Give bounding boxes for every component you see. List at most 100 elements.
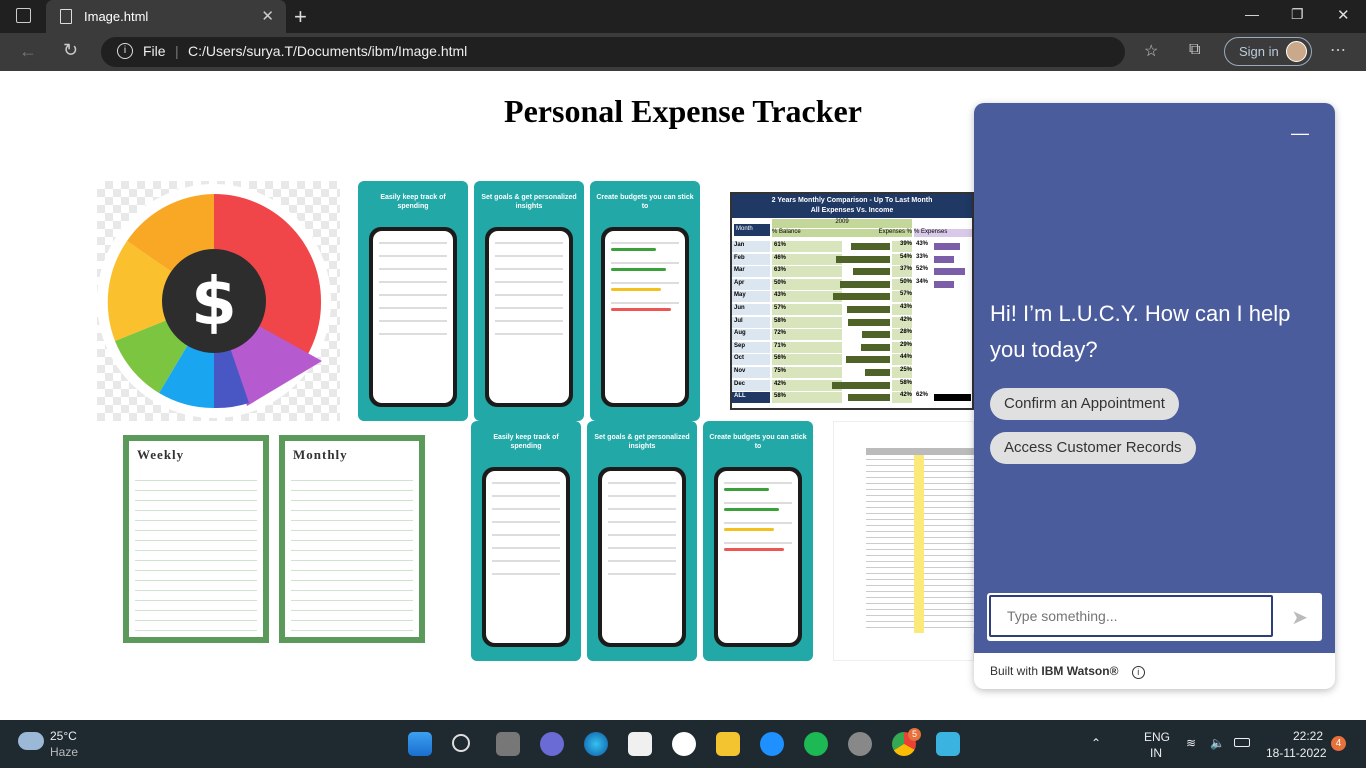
new-tab-button[interactable]: + [294,4,307,29]
sheet-col-expenses2: % Expenses [914,229,972,237]
row-month: Apr [732,278,770,290]
browser-tab[interactable]: Image.html ✕ [46,0,286,33]
card-caption: Set goals & get personalized insights [481,194,577,210]
row-balance: 43% [772,291,842,303]
minimize-window-button[interactable]: — [1245,6,1259,22]
sheet-row: Apr 50% 50% 34% [732,278,972,291]
app-screenshot-card: Create budgets you can stick to [590,181,700,421]
row-expenses: 39% [892,241,912,252]
row-expenses2 [916,380,972,391]
region[interactable]: IN [1150,746,1162,760]
battery-icon[interactable] [1234,738,1250,747]
volume-icon[interactable]: 🔈 [1210,736,1225,750]
row-balance: 58% [772,392,842,404]
row-month: May [732,291,770,303]
weather-desc[interactable]: Haze [50,745,79,759]
expense-budget-sheet-image [833,421,976,661]
sheet-row: Dec 42% 58% [732,379,972,392]
weather-icon[interactable] [18,732,44,750]
app-icon[interactable] [672,732,696,756]
collections-icon[interactable]: ⧉ [1189,41,1201,58]
expense-bar [836,255,890,263]
store-icon[interactable] [628,732,652,756]
chat-message-input[interactable] [989,595,1273,637]
chevron-up-icon[interactable]: ⌃ [1091,736,1102,750]
help-icon[interactable] [760,732,784,756]
task-view-icon[interactable] [496,732,520,756]
settings-icon[interactable] [848,732,872,756]
back-icon[interactable]: ← [19,41,37,61]
chat-icon[interactable] [540,732,564,756]
row-month: Nov [732,367,770,378]
sheet-title: 2 Years Monthly Comparison - Up To Last … [771,197,933,204]
sheet-col-month: Month [734,224,770,236]
sheet-row: Feb 46% 54% 33% [732,253,972,266]
app-screenshot-card: Set goals & get personalized insights [587,421,697,661]
lang[interactable]: ENG [1144,730,1171,744]
edge-icon[interactable] [584,732,608,756]
chat-input-area: ➤ [987,593,1322,641]
card-caption: Easily keep track of spending [380,194,446,210]
row-expenses2: 62% [916,392,929,399]
row-month: Mar [732,266,770,278]
row-expenses2 [916,329,972,340]
browser-titlebar: Image.html ✕ + — ❐ ✕ [0,0,1366,33]
expense-bar-2 [934,394,972,402]
restore-window-button[interactable]: ❐ [1291,6,1304,22]
footer-brand: IBM Watson® [1041,664,1119,678]
start-icon[interactable] [408,732,432,756]
search-icon[interactable] [452,734,470,752]
tab-title: Image.html [84,9,149,24]
refresh-icon[interactable]: ↻ [63,40,79,60]
row-expenses: 29% [892,341,912,353]
close-window-button[interactable]: ✕ [1337,7,1350,24]
phone-screen [718,471,798,643]
favorites-icon[interactable]: ☆ [1144,43,1159,60]
url-text[interactable]: C:/Users/surya.T/Documents/ibm/Image.htm… [188,43,468,59]
page-title: Personal Expense Tracker [504,93,862,129]
row-month: Dec [732,379,770,391]
minimize-chat-button[interactable]: — [1291,123,1309,143]
page-content: Personal Expense Tracker $ Easily keep t… [0,71,1366,720]
row-expenses: 50% [892,278,912,290]
row-balance: 71% [772,341,842,353]
more-icon[interactable]: ⋯ [1330,42,1346,59]
phone-screen [605,231,685,403]
sheet-row: ALL 58% 42% 62% [732,392,972,404]
wifi-icon[interactable]: ≋ [1186,736,1197,750]
row-balance: 75% [772,367,842,378]
confirm-appointment-button[interactable]: Confirm an Appointment [990,388,1179,420]
windows-taskbar: 25°C Haze 5 ⌃ ENG IN ≋ 🔈 22:22 18-11-202… [0,720,1366,768]
row-expenses2 [916,342,972,353]
notification-badge[interactable]: 4 [1331,736,1346,751]
expense-bar [847,306,890,313]
planner-title: Monthly [293,447,348,462]
expense-bar [853,268,890,276]
address-bar[interactable]: i File | C:/Users/surya.T/Documents/ibm/… [101,37,1125,67]
expense-bar [862,331,890,339]
svg-text:$: $ [191,263,237,340]
file-explorer-icon[interactable] [716,732,740,756]
chatbot-body: — Hi! I’m L.U.C.Y. How can I help you to… [974,103,1335,653]
app-screenshot-card: Easily keep track of spending [358,181,468,421]
sign-in-button[interactable]: Sign in [1224,37,1312,66]
row-expenses: 57% [892,291,912,303]
sign-in-label: Sign in [1239,44,1279,59]
weather-temp[interactable]: 25°C [50,729,77,743]
info-icon[interactable]: i [1131,666,1145,679]
close-tab-button[interactable]: ✕ [261,8,274,25]
clock-time[interactable]: 22:22 [1293,729,1324,743]
sheet-header: 2 Years Monthly Comparison - Up To Last … [732,194,972,218]
spotify-icon[interactable] [804,732,828,756]
access-customer-records-button[interactable]: Access Customer Records [990,432,1196,464]
notepad-icon[interactable] [936,732,960,756]
page-icon [60,9,72,24]
phone-screen [489,231,569,403]
tab-actions-icon[interactable] [16,8,31,23]
sheet-col-expenses: Expenses % [842,229,912,237]
clock-date[interactable]: 18-11-2022 [1266,746,1327,760]
phone-screen [602,471,682,643]
send-icon[interactable]: ➤ [1291,607,1308,629]
address-protocol-label: File [143,43,166,59]
info-icon[interactable]: i [117,43,133,59]
